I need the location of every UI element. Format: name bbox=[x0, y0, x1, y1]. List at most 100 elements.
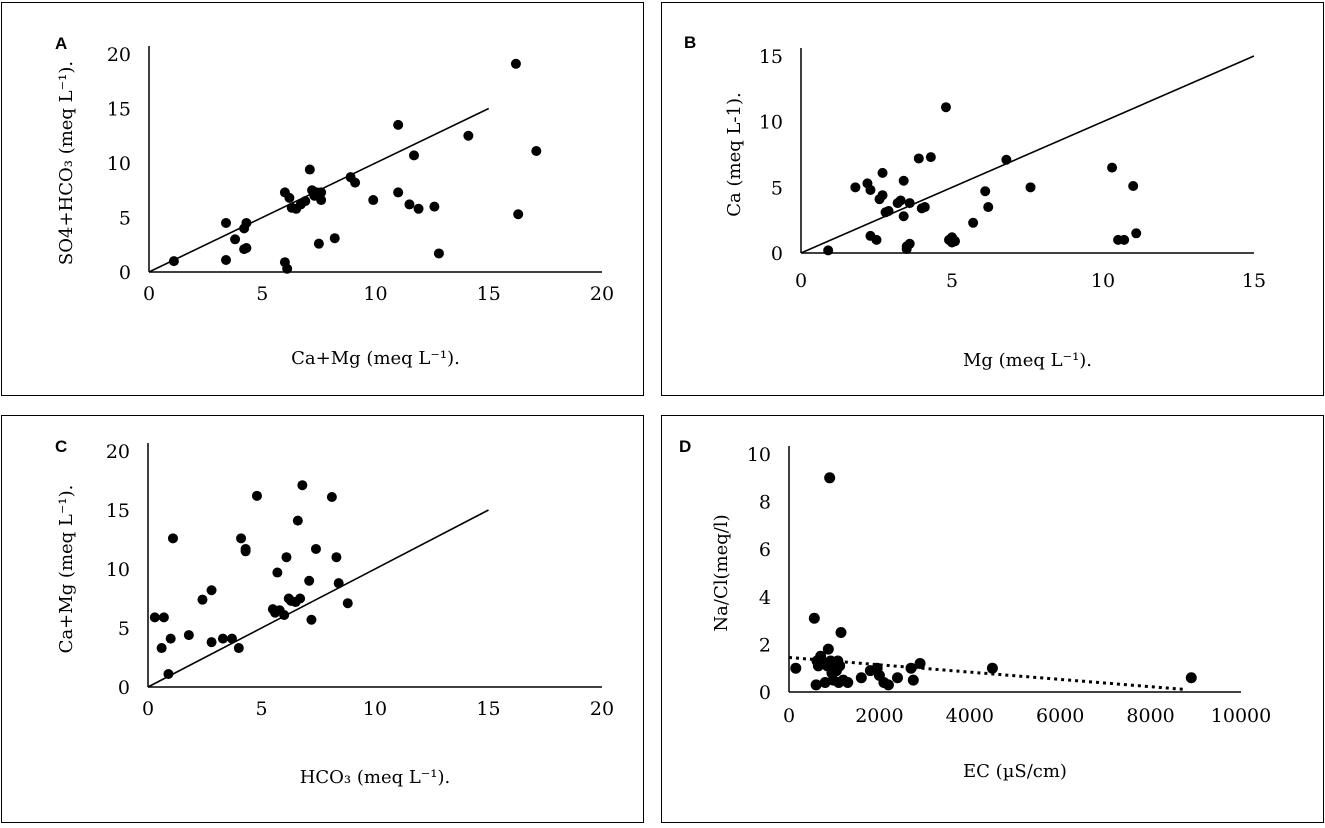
panel-label-c: C bbox=[55, 437, 67, 456]
y-tick-label-c: 10 bbox=[106, 559, 130, 581]
data-point-b bbox=[968, 217, 979, 228]
data-point-d bbox=[1185, 672, 1197, 684]
data-point-d bbox=[907, 674, 919, 686]
data-point-b bbox=[1001, 154, 1012, 165]
x-tick-label-a: 20 bbox=[590, 283, 614, 305]
data-point-b bbox=[904, 198, 915, 209]
panel-label-b: B bbox=[684, 33, 696, 52]
x-axis-title-c: HCO₃ (meq L⁻¹). bbox=[300, 767, 451, 788]
data-point-a bbox=[531, 146, 542, 157]
data-point-b bbox=[919, 202, 930, 213]
data-point-b bbox=[983, 202, 994, 213]
x-tick-label-b: 15 bbox=[1242, 270, 1266, 292]
data-point-c bbox=[342, 598, 353, 609]
data-point-d bbox=[822, 643, 834, 655]
data-point-b bbox=[1131, 228, 1142, 239]
x-tick-label-c: 20 bbox=[590, 698, 614, 720]
data-point-d bbox=[891, 672, 903, 684]
data-point-a bbox=[350, 177, 361, 188]
data-point-c bbox=[281, 552, 292, 563]
data-point-d bbox=[824, 472, 836, 484]
data-point-a bbox=[282, 263, 293, 274]
data-point-c bbox=[251, 490, 262, 501]
y-axis-title-c: Ca+Mg (meq L⁻¹). bbox=[56, 485, 77, 654]
data-point-d bbox=[842, 676, 854, 688]
data-point-a bbox=[221, 217, 232, 228]
data-point-b bbox=[913, 153, 924, 164]
y-tick-label-b: 0 bbox=[771, 243, 783, 265]
data-point-d bbox=[914, 657, 926, 669]
data-point-b bbox=[925, 152, 936, 163]
panel-label-a: A bbox=[55, 34, 67, 53]
y-axis-title-d: Na/Cl(meq/l) bbox=[711, 514, 732, 631]
data-point-c bbox=[217, 633, 228, 644]
data-point-b bbox=[850, 182, 861, 193]
x-tick-label-c: 15 bbox=[476, 698, 500, 720]
x-tick-label-c: 10 bbox=[363, 698, 387, 720]
y-tick-label-b: 15 bbox=[759, 46, 783, 68]
data-point-a bbox=[404, 199, 415, 210]
data-point-a bbox=[221, 255, 232, 266]
y-tick-label-a: 0 bbox=[119, 262, 131, 284]
data-point-b bbox=[877, 190, 888, 201]
data-point-a bbox=[429, 201, 440, 212]
data-point-a bbox=[313, 238, 324, 249]
data-point-c bbox=[163, 669, 174, 680]
y-tick-label-d: 0 bbox=[759, 682, 771, 704]
data-point-c bbox=[236, 533, 247, 544]
x-tick-label-c: 0 bbox=[142, 698, 154, 720]
data-point-b bbox=[871, 234, 882, 245]
y-tick-label-d: 8 bbox=[759, 492, 771, 514]
data-point-a bbox=[304, 164, 315, 175]
y-tick-label-c: 15 bbox=[106, 500, 130, 522]
data-point-d bbox=[790, 662, 802, 674]
panel-label-d: D bbox=[679, 437, 691, 456]
x-tick-label-a: 15 bbox=[477, 283, 501, 305]
data-point-b bbox=[980, 186, 991, 197]
x-tick-label-d: 6000 bbox=[1036, 705, 1084, 727]
x-tick-label-a: 5 bbox=[256, 283, 268, 305]
reference-line-b bbox=[800, 55, 1255, 254]
data-point-b bbox=[1025, 182, 1036, 193]
x-tick-label-d: 4000 bbox=[946, 705, 994, 727]
panel-a: 0 5 10 15 20 0 5 10 15 20 A Ca+Mg (meq L⁻¹). SO4+HCO… bbox=[1, 2, 644, 396]
y-tick-label-a: 20 bbox=[107, 44, 131, 66]
data-point-c bbox=[297, 480, 308, 491]
y-axis-title-a: SO4+HCO₃ (meq L⁻¹). bbox=[56, 61, 77, 265]
y-tick-label-b: 5 bbox=[771, 177, 783, 199]
reference-line-c bbox=[147, 509, 489, 688]
data-point-b bbox=[877, 167, 888, 178]
data-point-c bbox=[165, 633, 176, 644]
x-tick-label-b: 0 bbox=[795, 270, 807, 292]
scatter-chart-c: 0 5 10 15 20 0 5 10 15 20 C HCO₃ (meq L⁻¹). Ca+Mg (m… bbox=[55, 437, 614, 788]
y-tick-label-a: 15 bbox=[107, 99, 131, 121]
panel-c: 0 5 10 15 20 0 5 10 15 20 C HCO₃ (meq L⁻¹). Ca+Mg (m… bbox=[1, 415, 644, 823]
data-point-a bbox=[241, 217, 252, 228]
data-point-c bbox=[279, 610, 290, 621]
x-axis-title-a: Ca+Mg (meq L⁻¹). bbox=[291, 348, 460, 369]
data-point-b bbox=[883, 205, 894, 216]
scatter-chart-d: 0 2000 4000 6000 8000 10000 0 2 4 6 8 10 D EC (µS/cm)… bbox=[679, 437, 1271, 782]
data-point-d bbox=[986, 662, 998, 674]
x-tick-label-d: 2000 bbox=[855, 705, 903, 727]
data-point-d bbox=[808, 612, 820, 624]
x-tick-label-b: 5 bbox=[946, 270, 958, 292]
data-point-c bbox=[156, 643, 167, 654]
scatter-chart-a: 0 5 10 15 20 0 5 10 15 20 A Ca+Mg (meq L⁻¹). SO4+HCO… bbox=[55, 34, 614, 369]
data-point-c bbox=[197, 594, 208, 605]
data-point-a bbox=[413, 203, 424, 214]
data-point-b bbox=[940, 102, 951, 113]
y-tick-label-c: 0 bbox=[118, 677, 130, 699]
x-tick-label-a: 0 bbox=[143, 283, 155, 305]
data-point-b bbox=[865, 184, 876, 195]
y-axis-title-b: Ca (meq L-1). bbox=[724, 92, 745, 216]
data-point-b bbox=[1107, 162, 1118, 173]
data-point-b bbox=[823, 245, 834, 256]
data-point-a bbox=[463, 130, 474, 141]
x-tick-label-d: 0 bbox=[783, 705, 795, 727]
data-point-c bbox=[331, 552, 342, 563]
y-tick-label-d: 2 bbox=[759, 634, 771, 656]
scatter-chart-b: 0 5 10 15 0 5 10 15 B Mg (meq L⁻¹). Ca (meq L-1). bbox=[684, 33, 1266, 371]
y-tick-label-c: 5 bbox=[118, 618, 130, 640]
data-point-d bbox=[882, 679, 894, 691]
